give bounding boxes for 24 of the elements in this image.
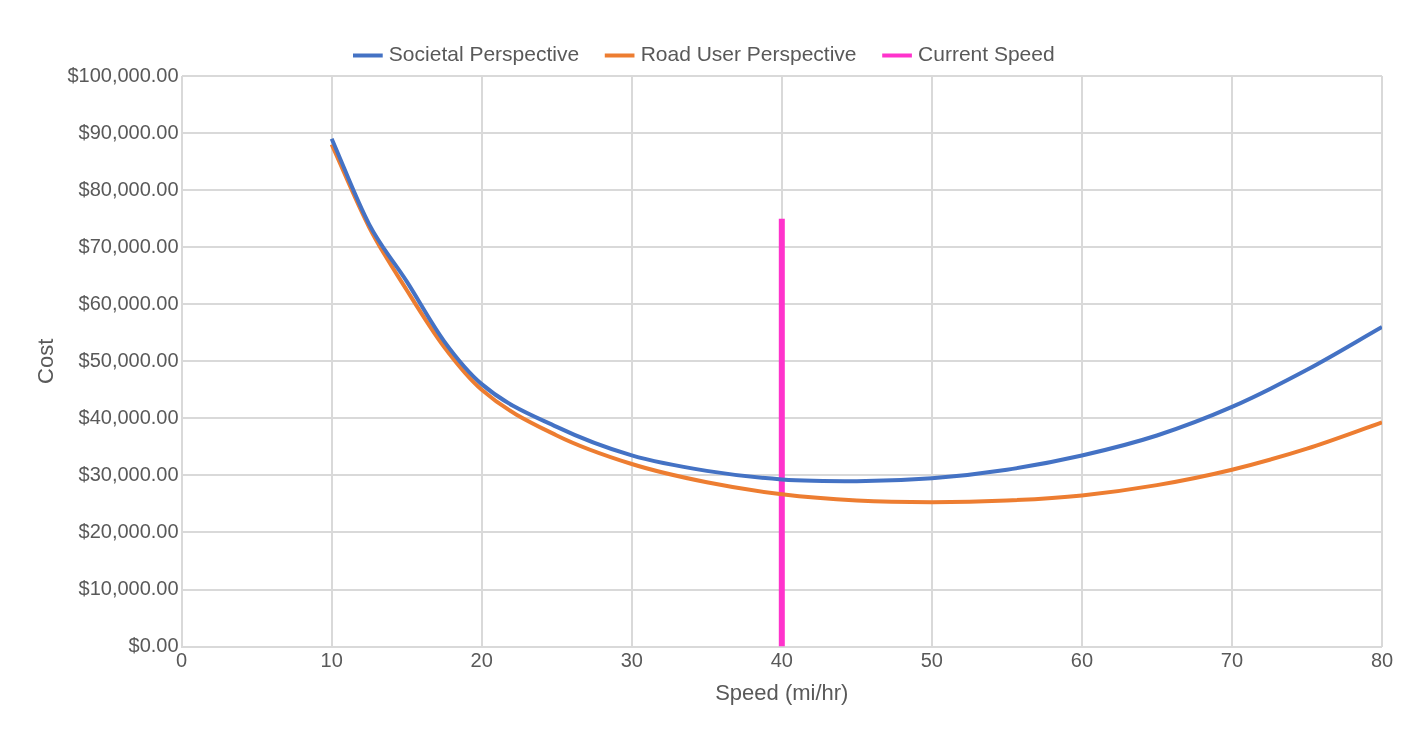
legend-label: Road User Perspective	[640, 42, 857, 66]
y-tick-label: $20,000.00	[78, 520, 179, 542]
y-tick-label: $40,000.00	[78, 405, 179, 428]
x-tick-label: 40	[770, 649, 793, 672]
y-tick-label: $90,000.00	[78, 120, 179, 143]
x-tick-label: 0	[176, 649, 188, 672]
y-tick-label: $80,000.00	[78, 177, 179, 200]
x-tick-label: 60	[1070, 649, 1094, 672]
y-tick-label: $10,000.00	[78, 577, 179, 600]
x-tick-label: 10	[320, 649, 343, 672]
x-tick-label: 70	[1220, 649, 1244, 672]
y-axis-title: Cost	[33, 338, 59, 384]
x-tick-label: 30	[620, 649, 643, 672]
y-tick-label: $100,000.00	[67, 63, 179, 86]
y-tick-label: $70,000.00	[78, 234, 179, 257]
x-tick-label: 80	[1370, 649, 1394, 672]
y-tick-label: $30,000.00	[78, 462, 179, 485]
x-tick-label: 20	[470, 649, 493, 672]
y-tick-label: $60,000.00	[78, 291, 179, 314]
legend-label: Current Speed	[918, 42, 1055, 66]
legend-label: Societal Perspective	[388, 42, 580, 66]
x-tick-label: 50	[920, 649, 943, 672]
y-tick-label: $50,000.00	[78, 348, 179, 371]
x-axis-title: Speed (mi/hr)	[715, 679, 849, 705]
